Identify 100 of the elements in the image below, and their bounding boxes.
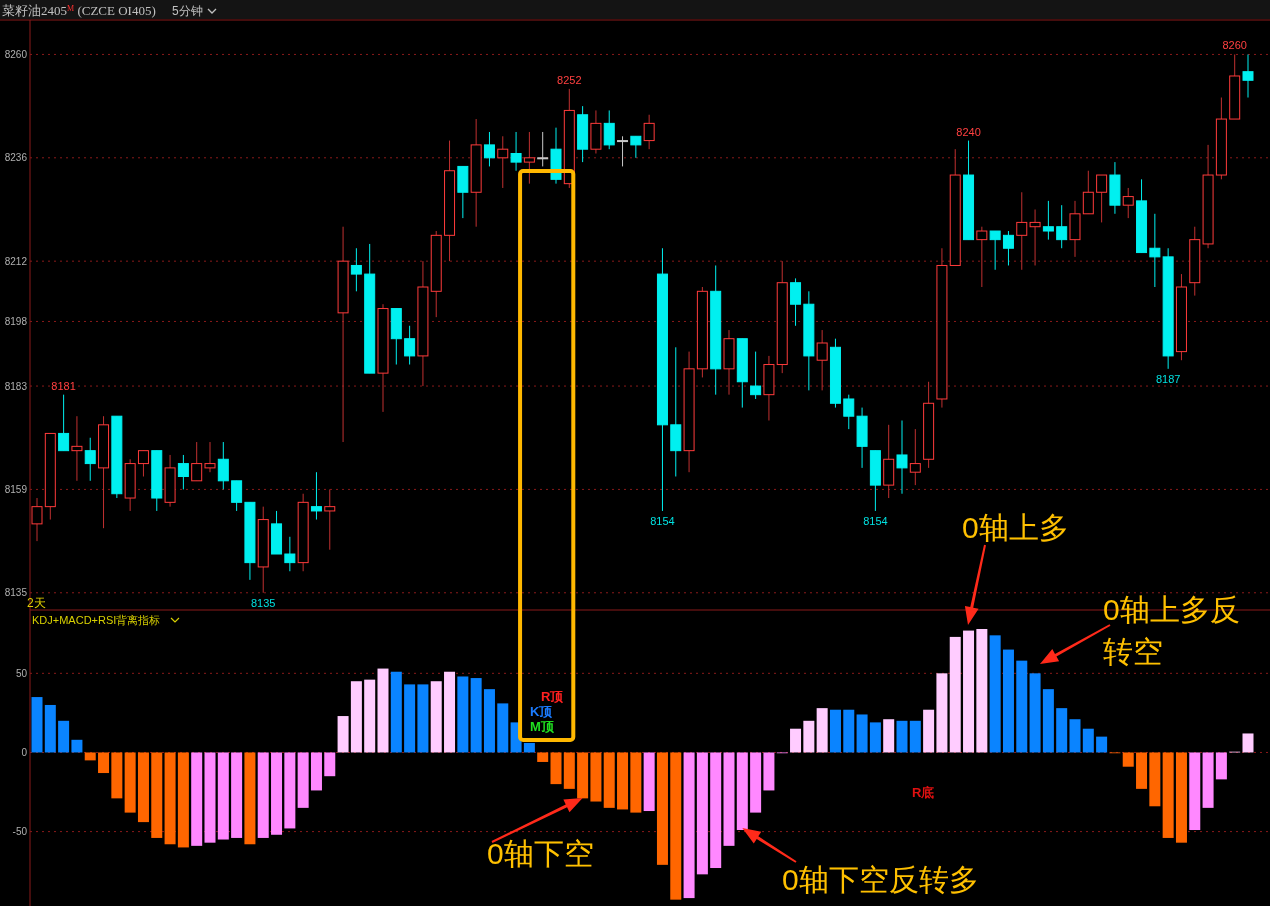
bar (497, 703, 509, 753)
candlestick (816, 329, 828, 391)
bar (803, 720, 815, 753)
candlestick (31, 497, 43, 542)
bar (1242, 733, 1254, 753)
bar (1122, 752, 1134, 767)
candlestick (71, 415, 83, 482)
bar (177, 752, 189, 848)
annotation: 0轴上多反转空 (1103, 593, 1240, 668)
y-tick-label: -50 (12, 826, 28, 838)
annotation: 0轴下空 (487, 837, 594, 870)
bar (923, 709, 935, 753)
candlestick (750, 351, 762, 400)
annotation: 8154 (650, 514, 675, 527)
y-tick-label: 0 (21, 746, 28, 758)
bar (151, 752, 163, 838)
candlestick (58, 394, 70, 452)
bar (750, 752, 762, 813)
bar (630, 752, 642, 813)
candlestick (643, 114, 655, 150)
bar (483, 689, 495, 753)
bar (84, 752, 96, 761)
bar (31, 697, 43, 753)
bar (310, 752, 322, 791)
bar (1029, 673, 1041, 753)
chart-title: KDJ+MACD+RSI背离指标 (32, 614, 161, 626)
candlestick (310, 471, 322, 521)
candlestick (217, 441, 229, 490)
bar (444, 671, 456, 753)
bar (244, 752, 256, 845)
bar (883, 719, 895, 753)
bar (843, 709, 855, 753)
candlestick (523, 131, 535, 185)
candlestick (1242, 53, 1254, 99)
bar (284, 752, 296, 829)
annotation: 8181 (51, 379, 76, 392)
bar (989, 635, 1001, 753)
bar (204, 752, 216, 843)
bar (257, 752, 269, 838)
candlestick (510, 131, 522, 172)
bar (1162, 752, 1174, 838)
bar (124, 752, 136, 813)
bar (763, 752, 775, 791)
bar (949, 636, 961, 753)
bar (603, 752, 615, 808)
y-tick-label: 8212 (4, 255, 28, 267)
candlestick (1042, 200, 1054, 241)
annotation: K顶 (530, 704, 554, 719)
candlestick (231, 480, 243, 512)
chart-title: 菜籽油2405$^{M}$ (CZCE OI405) (2, 3, 156, 18)
bar (909, 720, 921, 753)
bar (590, 752, 602, 802)
bar (829, 709, 841, 753)
y-tick-label: 8236 (4, 152, 28, 164)
bar (577, 752, 589, 799)
y-tick-label: 8135 (4, 587, 28, 599)
bar (164, 752, 176, 845)
annotation: 0轴上多 (962, 511, 1069, 544)
candlestick (1096, 174, 1108, 223)
candlestick (84, 437, 96, 482)
bar (98, 752, 110, 774)
candlestick (790, 277, 802, 327)
candlestick (843, 394, 855, 430)
bar (377, 668, 389, 753)
candlestick (1029, 208, 1041, 266)
y-tick-label: 8183 (4, 380, 28, 392)
candlestick (630, 135, 642, 159)
candlestick (1002, 230, 1014, 266)
bar (350, 681, 362, 753)
candlestick (1016, 191, 1028, 271)
bar (1056, 708, 1068, 753)
annotation: 8154 (863, 514, 888, 527)
annotation: 8260 (1222, 39, 1247, 52)
bar (404, 684, 416, 753)
bar (217, 752, 229, 840)
bar (191, 752, 203, 846)
candlestick (497, 135, 509, 189)
bar (1016, 660, 1028, 753)
bar (617, 752, 629, 810)
bar (816, 708, 828, 753)
bar (44, 704, 56, 753)
candlestick (896, 420, 908, 495)
annotation: 8135 (250, 596, 276, 609)
candlestick (204, 441, 216, 473)
candlestick (603, 109, 615, 150)
bar (670, 752, 682, 900)
bar (1096, 736, 1108, 753)
bar (1002, 649, 1014, 753)
bar (364, 679, 376, 753)
bar (683, 752, 695, 899)
y-tick-label: 8260 (4, 48, 28, 60)
bar (736, 752, 748, 831)
bar (111, 752, 123, 799)
bar (790, 728, 802, 753)
candlestick (324, 488, 336, 551)
bar (417, 684, 429, 753)
candlestick (350, 247, 362, 292)
bar (1149, 752, 1161, 807)
bar (457, 676, 469, 753)
y-tick-label: 50 (15, 667, 28, 679)
